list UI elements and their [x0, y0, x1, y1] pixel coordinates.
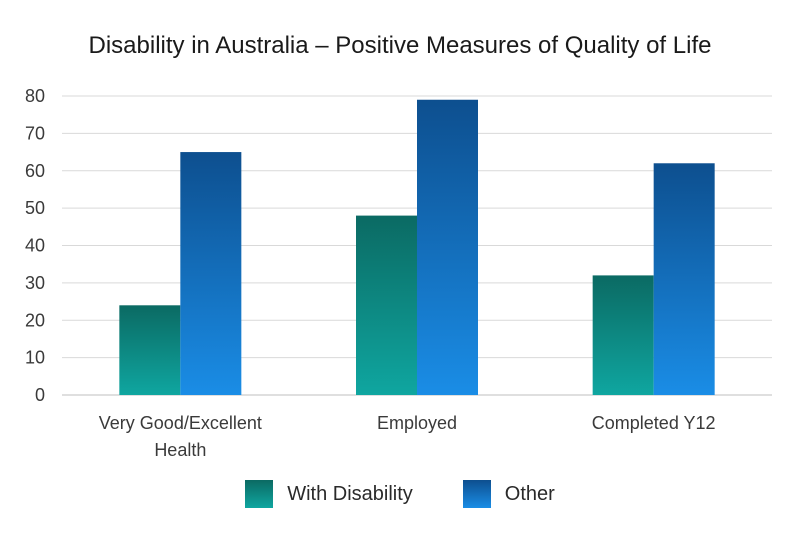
bar-with-disability-0	[119, 305, 181, 395]
x-tick-label: Completed Y12	[592, 413, 716, 433]
legend-item-with-disability: With Disability	[245, 480, 413, 508]
bar-other-2	[653, 163, 715, 395]
y-axis: 0 10 20 30 40 50 60 70 80	[25, 86, 45, 405]
x-axis: Very Good/Excellent Health Employed Complet…	[99, 413, 716, 460]
bars	[119, 99, 715, 396]
y-tick-label: 70	[25, 123, 45, 143]
y-tick-label: 20	[25, 310, 45, 330]
chart-title: Disability in Australia – Positive Measu…	[88, 32, 712, 59]
legend-label-other: Other	[504, 482, 555, 505]
y-tick-label: 30	[25, 273, 45, 293]
bar-other-0	[180, 152, 242, 395]
legend-item-other: Other	[462, 480, 555, 508]
x-tick-label: Very Good/Excellent	[99, 413, 262, 433]
x-tick-label: Employed	[377, 413, 457, 433]
y-tick-label: 80	[25, 86, 45, 106]
y-tick-label: 50	[25, 198, 45, 218]
legend-swatch-with-disability	[245, 480, 274, 508]
legend: With Disability Other	[0, 480, 800, 508]
bar-with-disability-2	[592, 275, 654, 395]
y-tick-label: 60	[25, 161, 45, 181]
bar-other-1	[417, 99, 478, 396]
y-tick-label: 0	[35, 385, 45, 405]
x-tick-label: Health	[154, 440, 206, 460]
y-tick-label: 10	[25, 348, 45, 368]
legend-label-with-disability: With Disability	[287, 482, 413, 505]
legend-swatch-other	[462, 480, 491, 508]
y-tick-label: 40	[25, 236, 45, 256]
bar-with-disability-1	[356, 215, 417, 395]
